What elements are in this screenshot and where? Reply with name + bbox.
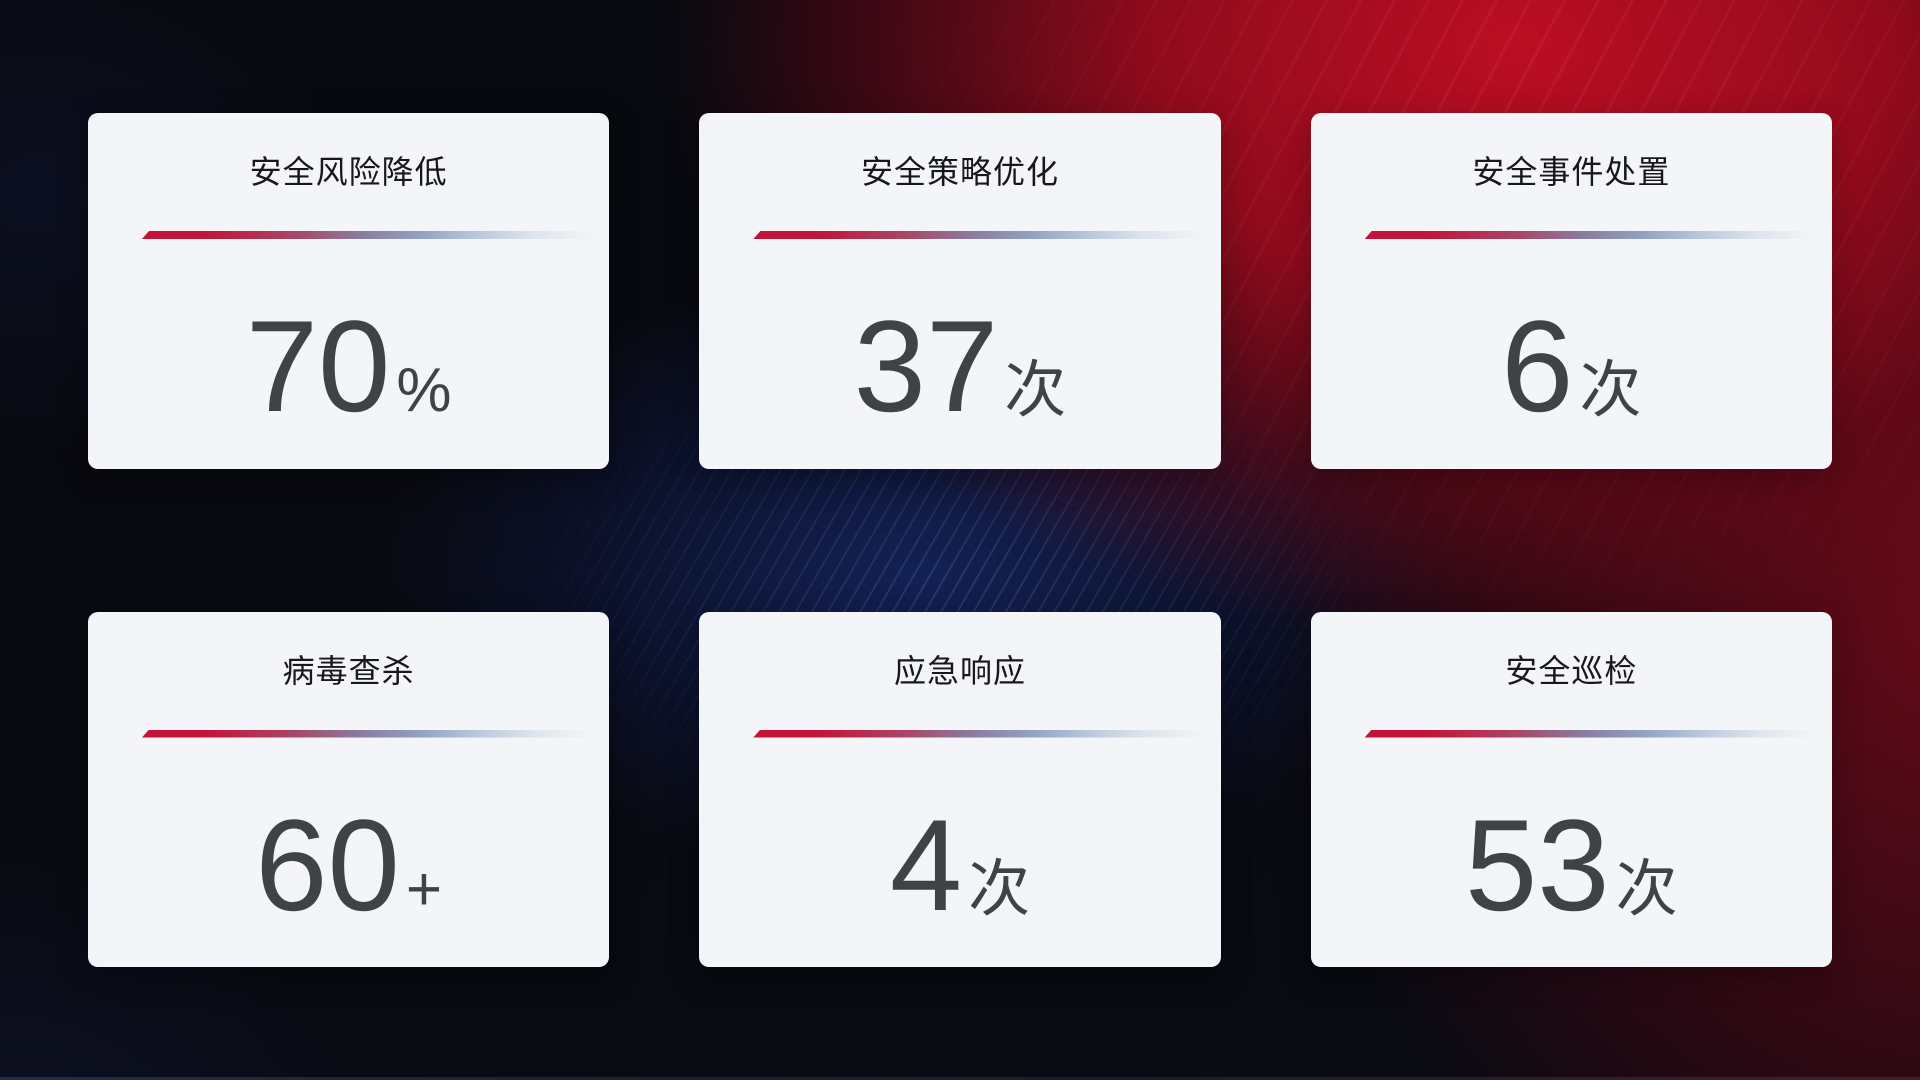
card-value: 6 — [1501, 293, 1574, 439]
card-value-row: 37 次 — [854, 301, 1067, 431]
gradient-divider — [1364, 231, 1818, 239]
card-title: 安全策略优化 — [860, 154, 1059, 190]
card-unit: + — [405, 854, 443, 924]
card-value-row: 70 % — [246, 301, 452, 431]
card-value: 4 — [889, 791, 963, 938]
card-value-row: 60 + — [255, 800, 442, 930]
card-value: 53 — [1465, 791, 1610, 938]
gradient-divider — [142, 729, 596, 738]
gradient-divider — [142, 231, 596, 239]
card-unit: 次 — [968, 854, 1031, 924]
card-unit: % — [396, 356, 452, 425]
card-title: 安全巡检 — [1505, 652, 1638, 689]
stat-card-incident-handling: 安全事件处置 6 次 — [1310, 113, 1832, 469]
card-value: 37 — [853, 293, 999, 439]
stat-card-policy-optimization: 安全策略优化 37 次 — [699, 113, 1221, 469]
stat-card-security-inspection: 安全巡检 53 次 — [1310, 611, 1832, 967]
card-value: 70 — [245, 293, 391, 439]
stat-card-virus-scan: 病毒查杀 60 + — [88, 611, 610, 967]
stat-cards-grid: 安全风险降低 70 % 安全策略优化 37 次 安全事件处置 6 次 病毒查杀 … — [88, 113, 1832, 967]
card-value-row: 6 次 — [1501, 301, 1641, 431]
stat-card-emergency-response: 应急响应 4 次 — [699, 611, 1221, 967]
gradient-divider — [753, 729, 1207, 738]
gradient-divider — [1364, 729, 1818, 738]
bottom-edge-highlight — [0, 1077, 1920, 1080]
card-title: 安全风险降低 — [249, 154, 448, 190]
card-unit: 次 — [1615, 854, 1678, 924]
card-title: 安全事件处置 — [1472, 154, 1671, 190]
card-value-row: 53 次 — [1465, 800, 1678, 930]
card-unit: 次 — [1004, 356, 1067, 425]
stat-card-risk-reduction: 安全风险降低 70 % — [88, 113, 610, 469]
card-value: 60 — [255, 791, 400, 938]
card-title: 病毒查杀 — [282, 652, 415, 689]
card-title: 应急响应 — [893, 652, 1026, 689]
card-unit: 次 — [1579, 356, 1642, 425]
card-value-row: 4 次 — [890, 800, 1030, 930]
gradient-divider — [753, 231, 1207, 239]
